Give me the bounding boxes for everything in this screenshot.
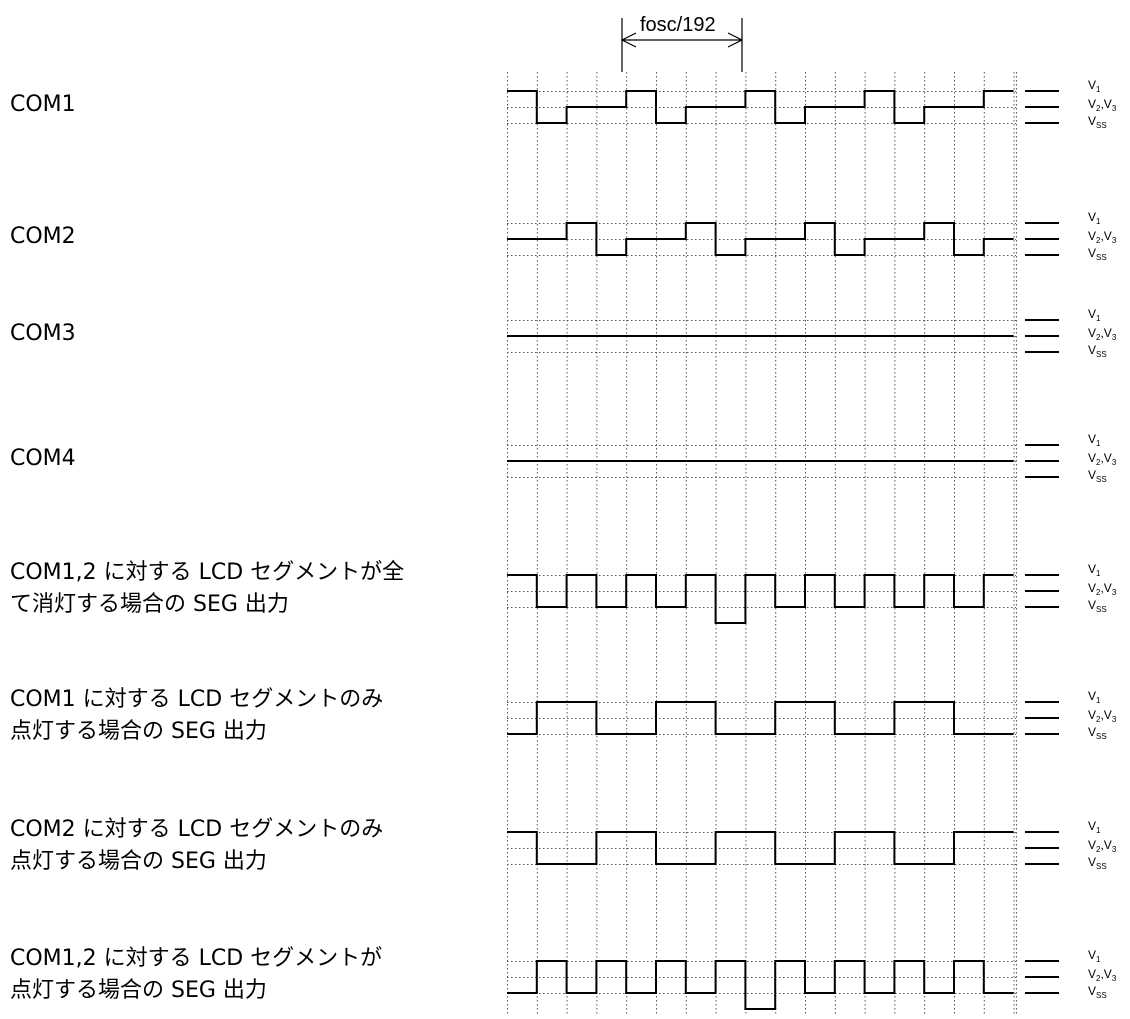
period-marker: fosc/192 xyxy=(620,14,744,72)
voltage-label-vss: VSS xyxy=(1088,343,1107,359)
voltage-label-v2-v3: V2,V3 xyxy=(1088,451,1117,467)
row-label-line: て消灯する場合の SEG 出力 xyxy=(10,592,289,617)
period-arrowhead-right xyxy=(727,32,744,48)
voltage-label-vss: VSS xyxy=(1088,855,1107,871)
voltage-label-vss: VSS xyxy=(1088,725,1107,741)
voltage-label-v2-v3: V2,V3 xyxy=(1088,229,1117,245)
voltage-label-v1: V1 xyxy=(1088,78,1101,94)
voltage-label-vss: VSS xyxy=(1088,598,1107,614)
voltage-label-v1: V1 xyxy=(1088,948,1101,964)
grid-lines xyxy=(507,72,1017,1015)
row-label-line: COM3 xyxy=(10,321,76,346)
voltage-label-v2-v3: V2,V3 xyxy=(1088,838,1117,854)
row-label-line: COM2 xyxy=(10,224,76,249)
voltage-label-v2-v3: V2,V3 xyxy=(1088,326,1117,342)
row-label-line: 点灯する場合の SEG 出力 xyxy=(10,719,267,744)
voltage-label-v1: V1 xyxy=(1088,819,1101,835)
voltage-label-v1: V1 xyxy=(1088,210,1101,226)
row-label-line: 点灯する場合の SEG 出力 xyxy=(10,849,267,874)
row-label-line: COM4 xyxy=(10,446,76,471)
voltage-label-v1: V1 xyxy=(1088,432,1101,448)
waveform-trace xyxy=(507,831,1014,865)
voltage-label-vss: VSS xyxy=(1088,246,1107,262)
row-label-line: COM1 xyxy=(10,92,76,117)
row-label-line: COM1,2 に対する LCD セグメントが全 xyxy=(10,560,405,585)
period-label: fosc/192 xyxy=(640,14,716,36)
row-label-line: COM2 に対する LCD セグメントのみ xyxy=(10,817,384,842)
voltage-label-v2-v3: V2,V3 xyxy=(1088,967,1117,983)
voltage-label-v1: V1 xyxy=(1088,562,1101,578)
period-arrowhead-left xyxy=(620,32,637,48)
waveform-trace xyxy=(507,222,1014,256)
waveform-rows: V1V2,V3VSSV1V2,V3VSSV1V2,V3VSSV1V2,V3VSS… xyxy=(507,78,1117,1010)
waveform-trace xyxy=(507,701,1014,735)
voltage-label-v2-v3: V2,V3 xyxy=(1088,97,1117,113)
voltage-label-v2-v3: V2,V3 xyxy=(1088,581,1117,597)
voltage-label-vss: VSS xyxy=(1088,984,1107,1000)
voltage-label-v1: V1 xyxy=(1088,307,1101,323)
voltage-label-v1: V1 xyxy=(1088,689,1101,705)
row-label-line: 点灯する場合の SEG 出力 xyxy=(10,978,267,1003)
waveform-trace xyxy=(507,574,1014,624)
voltage-label-vss: VSS xyxy=(1088,114,1107,130)
waveform-trace xyxy=(507,90,1014,124)
voltage-label-vss: VSS xyxy=(1088,468,1107,484)
row-label-line: COM1 に対する LCD セグメントのみ xyxy=(10,687,384,712)
voltage-label-v2-v3: V2,V3 xyxy=(1088,708,1117,724)
waveform-trace xyxy=(507,960,1014,1010)
row-label-line: COM1,2 に対する LCD セグメントが xyxy=(10,946,383,971)
